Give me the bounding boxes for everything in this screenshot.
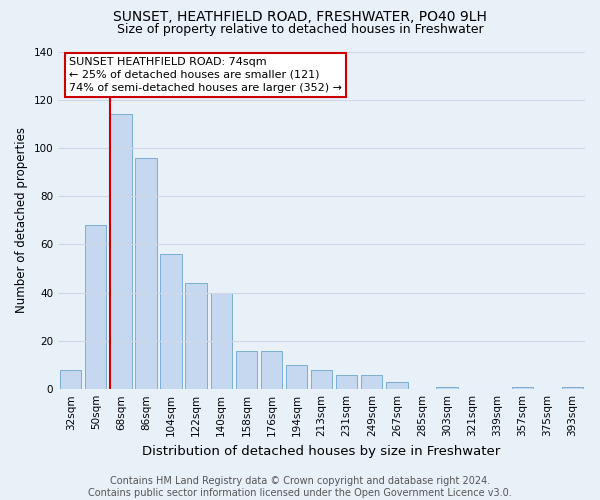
Bar: [60, 370, 82, 389]
Bar: [361, 374, 382, 389]
Text: SUNSET HEATHFIELD ROAD: 74sqm
← 25% of detached houses are smaller (121)
74% of : SUNSET HEATHFIELD ROAD: 74sqm ← 25% of d…: [69, 56, 342, 93]
Bar: [386, 382, 407, 389]
Text: Contains HM Land Registry data © Crown copyright and database right 2024.
Contai: Contains HM Land Registry data © Crown c…: [88, 476, 512, 498]
Bar: [436, 387, 458, 389]
Bar: [185, 283, 207, 389]
Bar: [311, 370, 332, 389]
Bar: [211, 292, 232, 389]
Bar: [286, 365, 307, 389]
Bar: [336, 374, 358, 389]
Bar: [160, 254, 182, 389]
X-axis label: Distribution of detached houses by size in Freshwater: Distribution of detached houses by size …: [142, 444, 501, 458]
Bar: [110, 114, 131, 389]
Bar: [236, 350, 257, 389]
Text: SUNSET, HEATHFIELD ROAD, FRESHWATER, PO40 9LH: SUNSET, HEATHFIELD ROAD, FRESHWATER, PO4…: [113, 10, 487, 24]
Bar: [85, 225, 106, 389]
Bar: [512, 387, 533, 389]
Text: Size of property relative to detached houses in Freshwater: Size of property relative to detached ho…: [116, 22, 484, 36]
Y-axis label: Number of detached properties: Number of detached properties: [15, 128, 28, 314]
Bar: [261, 350, 282, 389]
Bar: [562, 387, 583, 389]
Bar: [136, 158, 157, 389]
